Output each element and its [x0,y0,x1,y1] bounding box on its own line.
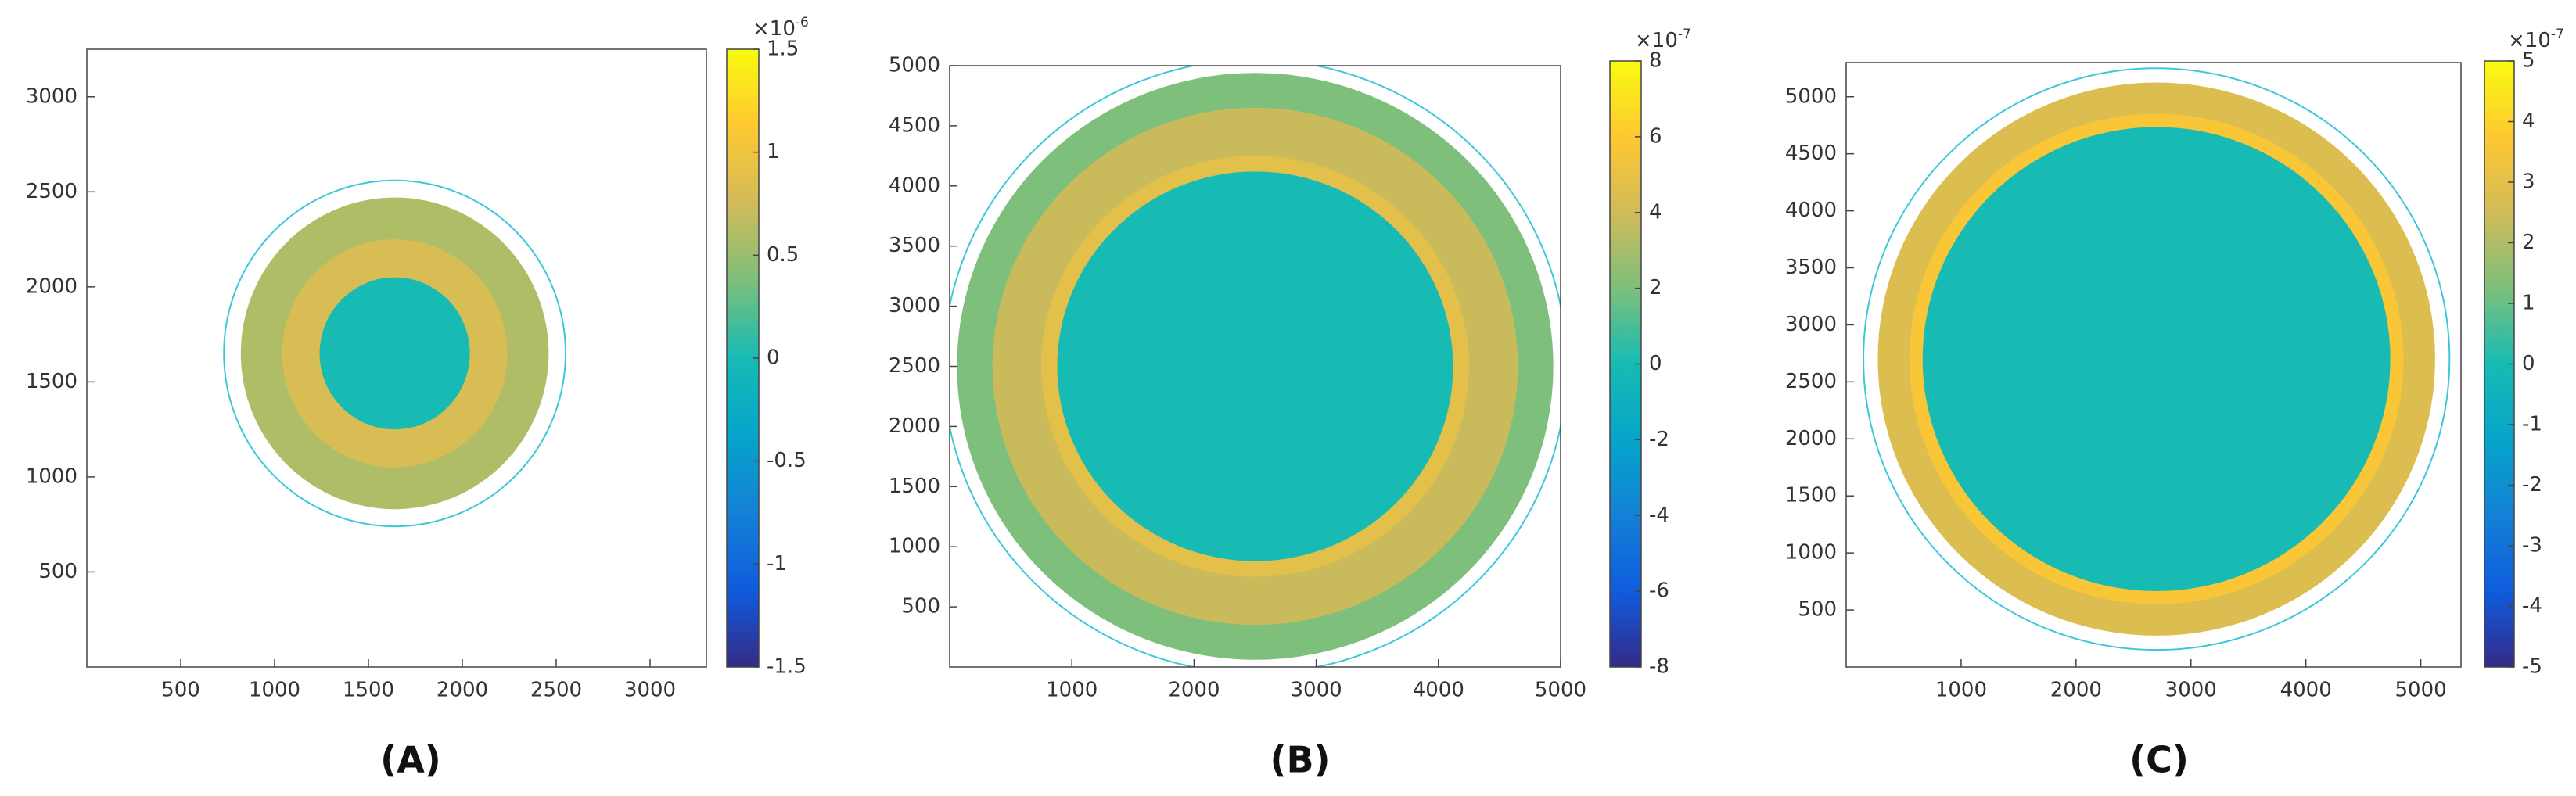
colorbar-tick-label: 2 [2522,231,2535,254]
colorbar-tick-label: -2 [2522,473,2542,497]
colorbar-exponent: -7 [1678,27,1691,42]
y-tick-label: 3500 [889,234,940,257]
colorbar-scale: ×10 [753,17,796,41]
colorbar-multiplier: ×10-6 [753,15,809,41]
x-tick-label: 2000 [1168,679,1220,702]
y-tick-label: 3500 [1785,256,1837,279]
disc [1922,127,2391,592]
y-tick-label: 4500 [889,113,940,137]
y-tick-label: 5000 [889,54,940,77]
image-area [87,49,706,667]
colorbar-tick-label: 4 [2522,109,2535,133]
colorbar-tick-label: 6 [1649,124,1662,148]
colorbar-tick-label: 1.5 [767,38,799,61]
colorbar-tick-label: 4 [1649,200,1662,224]
colorbar-scale: ×10 [2508,29,2551,52]
colorbar-tick-label: -3 [2522,534,2542,558]
x-tick-label: 5000 [2395,679,2446,702]
colorbar-scale: ×10 [1635,29,1678,52]
colorbar-tick-label: -6 [1649,579,1669,603]
y-tick-label: 500 [38,560,77,583]
colorbar-tick-label: 1 [2522,292,2535,315]
x-tick-label: 2500 [530,679,582,702]
y-tick-label: 2500 [1785,370,1837,393]
image-area [950,66,1561,667]
x-tick-label: 2000 [437,679,488,702]
x-tick-label: 1000 [1935,679,1987,702]
y-tick-label: 2000 [1785,427,1837,450]
outline-circle [1863,67,2451,651]
x-tick-label: 3000 [624,679,676,702]
colorbar-multiplier: ×10-7 [2508,27,2564,52]
y-tick-label: 4000 [1785,199,1837,222]
x-tick-label: 3000 [1291,679,1342,702]
colorbar-tick-label: 5 [2522,49,2535,73]
colorbar-tick-label: -4 [1649,504,1669,527]
y-tick-label: 2500 [26,180,77,203]
x-tick-label: 4000 [1413,679,1464,702]
colorbar-tick-label: -1.5 [767,655,807,679]
colorbar-tick-label: 1 [767,140,780,163]
y-tick-label: 3000 [889,294,940,317]
x-tick-label: 4000 [2280,679,2332,702]
colorbar-tick-label: 0 [2522,352,2535,375]
y-tick-label: 1500 [26,370,77,393]
colorbar-tick-label: -5 [2522,655,2542,679]
x-tick-label: 1000 [249,679,300,702]
colorbar-tick-label: -0.5 [767,449,807,472]
panel-label: (B) [1270,739,1330,781]
colorbar-tick-label: 3 [2522,170,2535,194]
colorbar-multiplier: ×10-7 [1635,27,1691,52]
colorbar-tick-label: -4 [2522,594,2542,618]
y-tick-label: 500 [1798,598,1837,622]
x-tick-label: 1500 [343,679,394,702]
y-tick-label: 1500 [889,475,940,498]
y-tick-label: 1000 [889,535,940,558]
image-area [1846,63,2461,667]
x-tick-label: 3000 [2165,679,2217,702]
y-tick-label: 2500 [889,354,940,378]
panel: 1000 2000 3000 4000 5000 500 1000 1500 2000 2500 3… [889,27,1691,781]
colorbar-tick-label: -2 [1649,428,1669,451]
disc [319,277,470,430]
axes-frame [86,48,707,668]
colorbar-tick-label: 2 [1649,276,1662,299]
y-tick-label: 500 [901,595,940,619]
colorbar-tick-label: -1 [767,552,787,575]
colorbar-exponent: -7 [2551,27,2564,42]
y-tick-label: 1000 [1785,541,1837,565]
y-tick-label: 3000 [26,84,77,108]
y-tick-label: 1000 [26,464,77,488]
x-tick-label: 2000 [2050,679,2102,702]
disc [1057,171,1453,561]
colorbar-tick-label: 0.5 [767,243,799,267]
panel: 1000 2000 3000 4000 5000 500 1000 1500 2000 2500 3… [1785,27,2564,781]
y-tick-label: 2000 [889,414,940,438]
outline-circle [223,179,566,528]
colorbar-tick-label: 0 [1649,352,1662,375]
colorbar-exponent: -6 [796,15,809,30]
y-tick-label: 4000 [889,174,940,197]
colorbar-tick-label: 8 [1649,49,1662,73]
axes-frame [1845,62,2462,668]
x-tick-label: 1000 [1046,679,1098,702]
panel-label: (C) [2129,739,2189,781]
colorbar-tick-label: -8 [1649,655,1669,679]
y-tick-label: 3000 [1785,313,1837,336]
colorbar-tick-label: -1 [2522,413,2542,436]
y-tick-label: 4500 [1785,142,1837,165]
y-tick-label: 2000 [26,274,77,298]
x-tick-label: 5000 [1535,679,1586,702]
panel-label: (A) [380,739,441,781]
y-tick-label: 1500 [1785,484,1837,507]
y-tick-label: 5000 [1785,84,1837,108]
x-tick-label: 500 [161,679,200,702]
panel: 500 1000 1500 2000 2500 3000 500 1000 1500 2000 25… [26,15,809,781]
colorbar-tick-label: 0 [767,346,780,370]
